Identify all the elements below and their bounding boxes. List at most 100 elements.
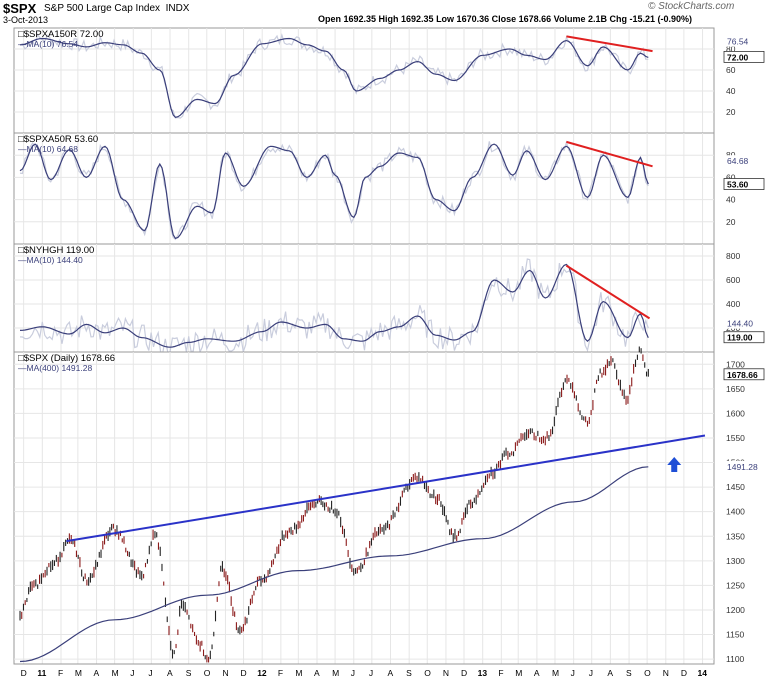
- last-value-label: 119.00: [727, 333, 753, 343]
- last-value-label: 144.40: [727, 319, 753, 329]
- y-tick-label: 1300: [726, 556, 745, 566]
- x-tick-label: J: [369, 668, 373, 678]
- x-tick-label: J: [130, 668, 134, 678]
- index-name: S&P 500 Large Cap Index INDX: [44, 3, 189, 14]
- x-tick-label: A: [94, 668, 100, 678]
- ma-series-line: [19, 143, 649, 240]
- red-trendline: [566, 35, 653, 53]
- x-tick-label: M: [552, 668, 559, 678]
- raw-series-line: [19, 33, 649, 119]
- y-tick-label: 80: [726, 150, 736, 160]
- last-value-label: 76.54: [727, 37, 749, 47]
- x-tick-label: S: [186, 668, 192, 678]
- y-tick-label: 80: [726, 44, 736, 54]
- last-value-box: [723, 178, 765, 190]
- last-value-box: [723, 368, 765, 381]
- panel-frame: [13, 243, 715, 353]
- raw-series-line: [19, 258, 649, 355]
- y-tick-label: 40: [726, 195, 736, 205]
- y-tick-label: 1100: [726, 654, 745, 664]
- y-tick-label: 1200: [726, 605, 745, 615]
- blue-trendline: [66, 434, 706, 543]
- index-name-label: S&P 500 Large Cap Index: [44, 3, 161, 14]
- panel-legend: —MA(10) 144.40: [18, 255, 83, 265]
- last-value-box: [723, 51, 765, 63]
- panel-legend: —MA(10) 76.54: [18, 39, 78, 49]
- panel-legend: —MA(10) 64.68: [18, 144, 78, 154]
- y-tick-label: 40: [726, 86, 736, 96]
- x-tick-label: F: [58, 668, 63, 678]
- x-tick-label: S: [406, 668, 412, 678]
- y-tick-label: 20: [726, 217, 736, 227]
- x-tick-label: D: [21, 668, 27, 678]
- chart-date: 3-Oct-2013: [3, 15, 49, 25]
- panel-title: □$NYHGH 119.00: [18, 245, 94, 256]
- panel-title: □$SPX (Daily) 1678.66: [18, 353, 115, 364]
- panel-legend: —MA(400) 1491.28: [18, 363, 92, 373]
- stockcharts-logo: © StockCharts.com: [648, 1, 735, 12]
- symbol-title: $SPX: [3, 1, 37, 16]
- x-tick-label: A: [314, 668, 320, 678]
- y-tick-label: 1250: [726, 580, 745, 590]
- last-value-box: [724, 155, 764, 167]
- x-tick-label: N: [222, 668, 228, 678]
- y-tick-label: 60: [726, 65, 736, 75]
- y-tick-label: 400: [726, 299, 740, 309]
- x-tick-label: M: [295, 668, 302, 678]
- x-tick-label: O: [644, 668, 651, 678]
- y-tick-label: 60: [726, 172, 736, 182]
- last-value-label: 64.68: [727, 156, 749, 166]
- x-tick-label: 14: [698, 668, 708, 678]
- x-tick-label: S: [626, 668, 632, 678]
- x-tick-label: M: [515, 668, 522, 678]
- ma-series-line: [19, 37, 649, 118]
- price-bars: [19, 346, 649, 663]
- panel-frame: [13, 27, 715, 134]
- panel-title: □$SPXA150R 72.00: [18, 29, 104, 40]
- y-tick-label: 600: [726, 275, 740, 285]
- ma400-line: [19, 466, 649, 663]
- x-tick-label: D: [241, 668, 247, 678]
- red-trendline: [566, 140, 653, 168]
- x-tick-label: J: [571, 668, 575, 678]
- x-tick-label: J: [351, 668, 355, 678]
- ohlc-summary: Open 1692.35 High 1692.35 Low 1670.36 Cl…: [318, 14, 693, 24]
- x-tick-label: N: [663, 668, 669, 678]
- last-value-box: [724, 35, 764, 47]
- y-tick-label: 1550: [726, 433, 745, 443]
- ma-series-line: [19, 263, 649, 348]
- exchange-label: INDX: [165, 3, 190, 14]
- red-trendline: [565, 264, 651, 320]
- y-tick-label: 1600: [726, 408, 745, 418]
- last-value-label: 1491.28: [727, 462, 758, 472]
- last-value-label: 1678.66: [727, 370, 758, 380]
- x-tick-label: N: [443, 668, 449, 678]
- x-tick-label: M: [112, 668, 119, 678]
- y-tick-label: 1400: [726, 507, 745, 517]
- y-tick-label: 1700: [726, 359, 745, 369]
- x-tick-label: O: [204, 668, 211, 678]
- x-tick-label: O: [424, 668, 431, 678]
- last-value-box: [724, 460, 764, 472]
- x-tick-label: F: [498, 668, 503, 678]
- x-tick-label: 12: [257, 668, 267, 678]
- x-tick-label: 11: [37, 668, 46, 678]
- x-tick-label: D: [461, 668, 467, 678]
- x-tick-label: A: [167, 668, 173, 678]
- y-tick-label: 800: [726, 251, 740, 261]
- x-tick-label: J: [589, 668, 593, 678]
- up-arrow-icon: [667, 457, 682, 473]
- x-tick-label: A: [534, 668, 540, 678]
- panel-frame: [13, 351, 715, 665]
- y-tick-label: 20: [726, 107, 736, 117]
- x-tick-label: J: [148, 668, 152, 678]
- x-tick-label: M: [75, 668, 82, 678]
- y-tick-label: 1350: [726, 531, 745, 541]
- panel-title: □$SPXA50R 53.60: [18, 134, 98, 145]
- last-value-label: 72.00: [727, 52, 749, 62]
- y-tick-label: 1650: [726, 384, 745, 394]
- x-tick-label: M: [332, 668, 339, 678]
- y-tick-label: 1150: [726, 630, 745, 640]
